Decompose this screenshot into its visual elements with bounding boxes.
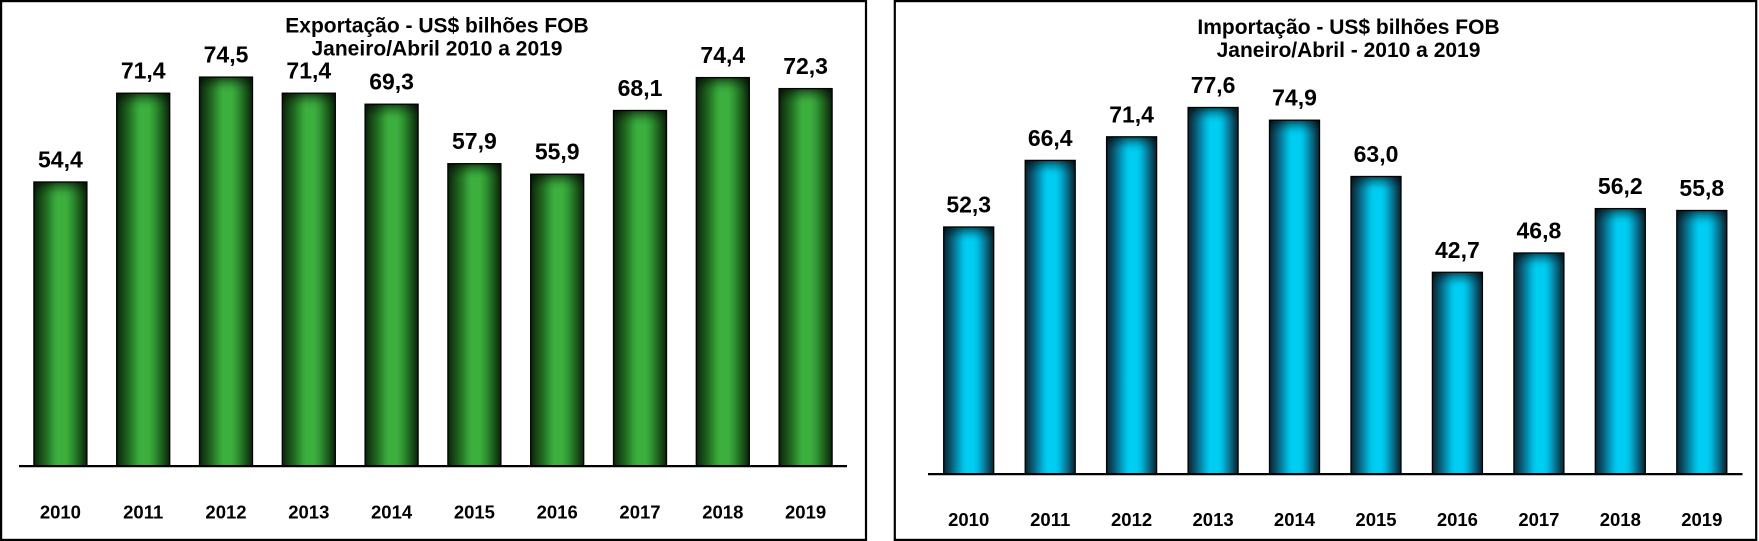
svg-text:57,9: 57,9 bbox=[452, 128, 497, 154]
svg-text:2010: 2010 bbox=[948, 509, 989, 530]
svg-text:55,9: 55,9 bbox=[535, 139, 580, 165]
svg-text:52,3: 52,3 bbox=[946, 192, 991, 218]
svg-text:Janeiro/Abril - 2010 a 2019: Janeiro/Abril - 2010 a 2019 bbox=[1217, 39, 1481, 62]
svg-text:68,1: 68,1 bbox=[618, 75, 663, 101]
svg-text:74,5: 74,5 bbox=[204, 42, 249, 68]
svg-text:46,8: 46,8 bbox=[1517, 218, 1562, 244]
svg-text:2015: 2015 bbox=[454, 501, 495, 522]
svg-text:2019: 2019 bbox=[785, 501, 826, 522]
svg-text:2013: 2013 bbox=[288, 501, 329, 522]
svg-text:2016: 2016 bbox=[1437, 509, 1478, 530]
svg-text:72,3: 72,3 bbox=[783, 53, 828, 79]
svg-text:2013: 2013 bbox=[1193, 509, 1234, 530]
svg-text:2019: 2019 bbox=[1681, 509, 1722, 530]
svg-text:Exportação - US$ bilhões FOB: Exportação - US$ bilhões FOB bbox=[285, 15, 588, 38]
svg-text:77,6: 77,6 bbox=[1191, 72, 1236, 98]
svg-text:2012: 2012 bbox=[1111, 509, 1152, 530]
svg-text:42,7: 42,7 bbox=[1435, 237, 1480, 263]
svg-text:2011: 2011 bbox=[123, 501, 163, 522]
svg-text:66,4: 66,4 bbox=[1028, 125, 1073, 151]
svg-text:71,4: 71,4 bbox=[1109, 101, 1154, 127]
svg-text:71,4: 71,4 bbox=[286, 58, 331, 84]
svg-text:69,3: 69,3 bbox=[369, 69, 414, 95]
svg-text:74,4: 74,4 bbox=[700, 42, 745, 68]
svg-text:2014: 2014 bbox=[371, 501, 413, 522]
svg-text:63,0: 63,0 bbox=[1354, 141, 1399, 167]
svg-text:2018: 2018 bbox=[1600, 509, 1641, 530]
svg-text:2017: 2017 bbox=[1518, 509, 1559, 530]
svg-text:2014: 2014 bbox=[1274, 509, 1316, 530]
svg-text:55,8: 55,8 bbox=[1679, 175, 1724, 201]
svg-text:71,4: 71,4 bbox=[121, 58, 166, 84]
svg-text:Janeiro/Abril 2010 a 2019: Janeiro/Abril 2010 a 2019 bbox=[312, 38, 563, 61]
svg-text:2015: 2015 bbox=[1355, 509, 1396, 530]
svg-text:2011: 2011 bbox=[1030, 509, 1070, 530]
svg-text:Importação - US$ bilhões FOB: Importação - US$ bilhões FOB bbox=[1197, 16, 1499, 39]
svg-text:2018: 2018 bbox=[702, 501, 743, 522]
svg-text:2017: 2017 bbox=[619, 501, 660, 522]
svg-text:74,9: 74,9 bbox=[1272, 85, 1317, 111]
svg-text:2016: 2016 bbox=[537, 501, 578, 522]
svg-text:2012: 2012 bbox=[205, 501, 246, 522]
svg-text:2010: 2010 bbox=[40, 501, 81, 522]
svg-text:56,2: 56,2 bbox=[1598, 173, 1643, 199]
svg-text:54,4: 54,4 bbox=[38, 147, 83, 173]
